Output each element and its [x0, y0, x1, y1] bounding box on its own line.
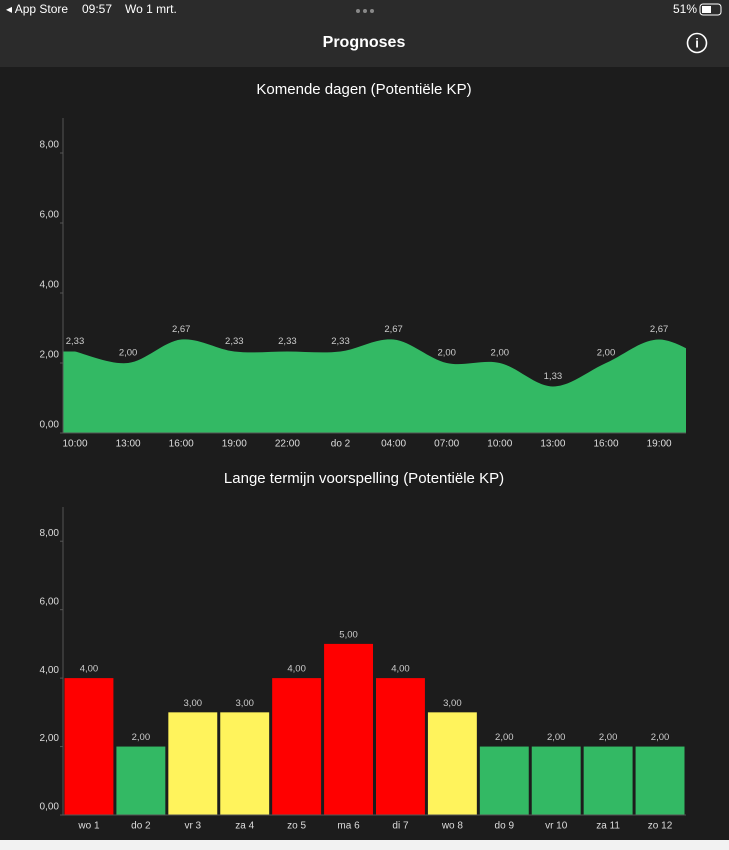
data-label: 2,00: [547, 732, 566, 743]
y-tick-label: 0,00: [40, 420, 60, 431]
x-tick-label: 04:00: [381, 439, 406, 450]
x-tick-label: 13:00: [116, 439, 141, 450]
battery-level: [702, 6, 711, 13]
x-tick-label: 19:00: [222, 439, 247, 450]
info-button[interactable]: [686, 32, 708, 54]
data-label: 3,00: [184, 698, 203, 709]
y-tick-label: 6,00: [40, 596, 60, 607]
x-tick-label: 16:00: [169, 439, 194, 450]
y-tick-label: 2,00: [40, 733, 60, 744]
battery-icon: [699, 3, 722, 16]
bar: [272, 678, 322, 815]
x-tick-label: za 11: [596, 821, 620, 832]
data-label: 2,00: [597, 348, 616, 359]
bar: [220, 712, 270, 815]
y-tick-label: 4,00: [40, 280, 60, 291]
chart-title: Lange termijn voorspelling (Potentiële K…: [224, 470, 504, 487]
x-tick-label: 13:00: [540, 439, 565, 450]
data-label: 2,67: [172, 324, 191, 335]
data-label: 2,00: [599, 732, 618, 743]
data-label: 2,00: [437, 348, 456, 359]
y-tick-label: 4,00: [40, 665, 60, 676]
data-label: 2,33: [278, 336, 297, 347]
x-tick-label: do 9: [495, 821, 515, 832]
x-tick-label: zo 5: [287, 821, 306, 832]
data-label: 2,00: [132, 732, 151, 743]
bar: [427, 712, 477, 815]
x-tick-label: do 2: [131, 821, 151, 832]
data-label: 2,33: [225, 336, 244, 347]
data-label: 3,00: [443, 698, 462, 709]
x-tick-label: vr 10: [545, 821, 568, 832]
area: [63, 339, 686, 433]
y-tick-label: 2,00: [40, 350, 60, 361]
multitask-dots[interactable]: [356, 9, 374, 13]
data-label: 2,67: [384, 324, 403, 335]
x-tick-label: zo 12: [648, 821, 673, 832]
bar: [635, 746, 685, 815]
x-tick-label: 10:00: [62, 439, 87, 450]
status-battery: 51%: [673, 2, 697, 16]
x-tick-label: 07:00: [434, 439, 459, 450]
data-label: 2,33: [331, 336, 350, 347]
status-back[interactable]: ◂ App Store: [6, 2, 68, 16]
data-label: 2,00: [491, 348, 510, 359]
x-tick-label: 19:00: [647, 439, 672, 450]
x-tick-label: do 2: [331, 439, 351, 450]
data-label: 2,00: [651, 732, 670, 743]
data-label: 4,00: [391, 664, 410, 675]
bar: [116, 746, 166, 815]
x-tick-label: di 7: [392, 821, 409, 832]
y-tick-label: 8,00: [40, 140, 60, 151]
y-tick-label: 8,00: [40, 528, 60, 539]
bar: [168, 712, 218, 815]
bar: [376, 678, 425, 815]
bar: [479, 746, 529, 815]
data-label: 2,33: [66, 336, 85, 347]
x-tick-label: 22:00: [275, 439, 300, 450]
bar: [64, 678, 114, 815]
data-label: 2,67: [650, 324, 669, 335]
x-tick-label: za 4: [235, 821, 254, 832]
x-tick-label: vr 3: [184, 821, 201, 832]
x-tick-label: ma 6: [337, 821, 360, 832]
data-label: 3,00: [235, 698, 254, 709]
info-icon[interactable]: i: [695, 35, 699, 50]
x-tick-label: wo 8: [441, 821, 464, 832]
data-label: 4,00: [80, 664, 99, 675]
y-tick-label: 6,00: [40, 210, 60, 221]
x-tick-label: 16:00: [593, 439, 618, 450]
bar: [531, 746, 581, 815]
bar: [583, 746, 633, 815]
nav-title: Prognoses: [323, 34, 406, 51]
y-tick-label: 0,00: [40, 802, 60, 813]
x-tick-label: wo 1: [77, 821, 100, 832]
bar: [324, 643, 373, 815]
data-label: 2,00: [119, 348, 138, 359]
data-label: 1,33: [544, 371, 563, 382]
chart-title: Komende dagen (Potentiële KP): [256, 81, 471, 98]
status-time: 09:57: [82, 2, 112, 16]
data-label: 5,00: [339, 629, 358, 640]
x-tick-label: 10:00: [487, 439, 512, 450]
data-label: 4,00: [287, 664, 306, 675]
data-label: 2,00: [495, 732, 514, 743]
ad-banner[interactable]: [0, 840, 729, 850]
status-date: Wo 1 mrt.: [125, 2, 177, 16]
